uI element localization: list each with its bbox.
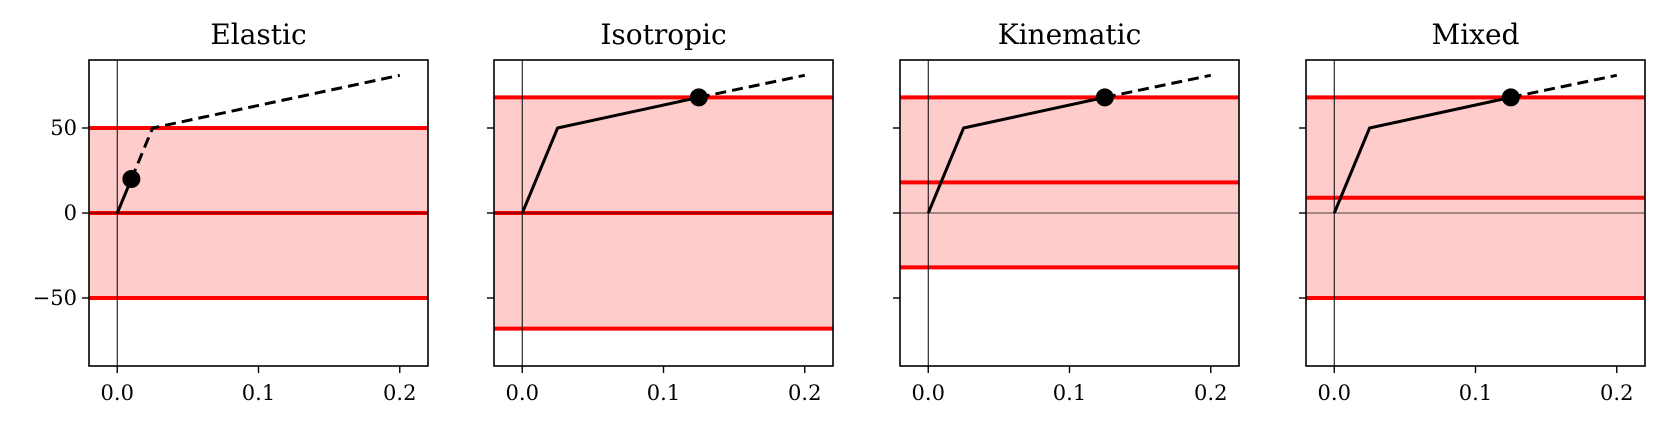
current-state-marker [1095, 88, 1114, 107]
dashed-loading-path [1510, 73, 1618, 99]
y-tick-label: 50 [50, 116, 77, 140]
panel-mixed: 0.0 0.1 0.2 Mixed [1299, 18, 1646, 405]
x-tick-label: 0.0 [1318, 381, 1351, 405]
solid-loading-path [926, 95, 1106, 214]
solid-loading-path [520, 95, 700, 214]
x-tick-label: 0.2 [788, 381, 821, 405]
plot-area [1306, 60, 1645, 366]
x-tick-label: 0.2 [1600, 381, 1633, 405]
dashed-loading-path [698, 73, 806, 99]
dashed-loading-path [130, 73, 401, 180]
panel-title: Mixed [1432, 18, 1520, 51]
current-state-marker [1501, 88, 1520, 107]
panel-kinematic: 0.0 0.1 0.2 Kinematic [893, 18, 1240, 405]
current-state-marker [689, 88, 708, 107]
y-tick-label: 0 [64, 201, 77, 225]
panel-title: Isotropic [600, 18, 726, 51]
plot-area [89, 60, 428, 366]
panel-elastic: 0.0 0.1 0.2 −50 0 50 Elastic [33, 18, 429, 405]
x-tick-label: 0.2 [383, 381, 416, 405]
x-tick-label: 0.1 [647, 381, 680, 405]
x-tick-label: 0.0 [506, 381, 539, 405]
x-tick-label: 0.1 [1053, 381, 1086, 405]
x-tick-label: 0.0 [101, 381, 134, 405]
panel-isotropic: 0.0 0.1 0.2 Isotropic [487, 18, 834, 405]
x-tick-label: 0.1 [242, 381, 275, 405]
plot-area [494, 60, 833, 366]
x-tick-label: 0.1 [1459, 381, 1492, 405]
x-tick-label: 0.0 [912, 381, 945, 405]
current-state-marker [122, 170, 141, 188]
x-tick-label: 0.2 [1194, 381, 1227, 405]
dashed-loading-path [1104, 73, 1212, 99]
plot-area [900, 60, 1239, 366]
solid-loading-path [1332, 95, 1512, 214]
panel-title: Elastic [210, 18, 306, 51]
panel-title: Kinematic [998, 18, 1142, 51]
y-tick-label: −50 [33, 286, 77, 310]
